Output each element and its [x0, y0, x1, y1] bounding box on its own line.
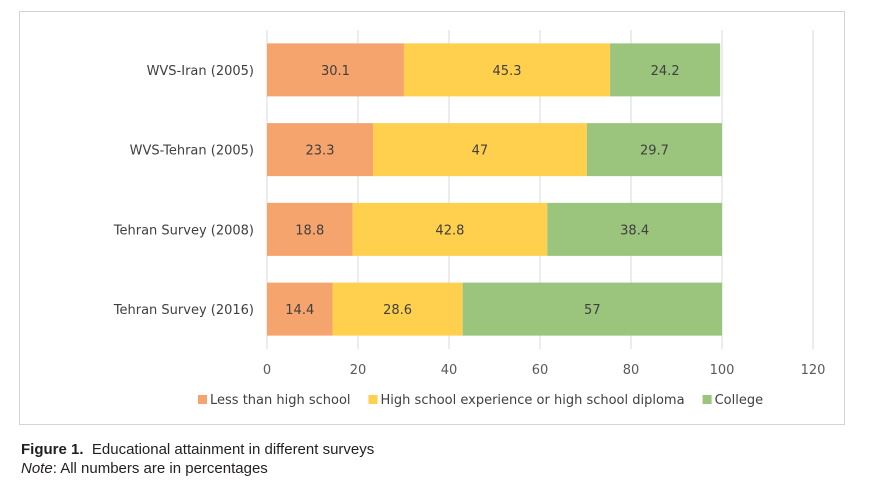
- note-text: : All numbers are in percentages: [52, 460, 268, 477]
- figure-caption: Figure 1. Educational attainment in diff…: [21, 441, 375, 458]
- data-label: 14.4: [285, 303, 314, 318]
- category-label: Tehran Survey (2008): [113, 223, 254, 238]
- legend-label: High school experience or high school di…: [381, 393, 685, 408]
- legend-label: Less than high school: [210, 393, 351, 408]
- x-tick-label: 40: [441, 363, 458, 378]
- bar-segment: [352, 202, 548, 256]
- bar-segment: [462, 282, 722, 336]
- data-label: 57: [584, 303, 601, 318]
- data-label: 30.1: [321, 64, 350, 79]
- legend-swatch: [198, 395, 207, 404]
- legend-label: College: [715, 393, 764, 408]
- data-label: 47: [472, 144, 489, 159]
- x-tick-label: 0: [263, 363, 271, 378]
- data-label: 28.6: [383, 303, 412, 318]
- legend-swatch: [702, 395, 712, 404]
- bar-segment: [610, 43, 721, 97]
- data-label: 18.8: [295, 223, 324, 238]
- x-tick-label: 20: [350, 363, 367, 378]
- x-tick-label: 100: [710, 363, 735, 378]
- bar-segment: [332, 282, 463, 336]
- x-tick-label: 60: [532, 363, 549, 378]
- data-label: 45.3: [493, 64, 522, 79]
- bar-segment: [267, 282, 333, 336]
- category-label: Tehran Survey (2016): [113, 303, 254, 318]
- figure-label: Figure 1: [21, 441, 80, 458]
- data-label: 42.8: [435, 223, 464, 238]
- figure-note: Note: All numbers are in percentages: [21, 460, 268, 477]
- data-label: 29.7: [640, 144, 669, 159]
- category-label: WVS-Iran (2005): [147, 64, 254, 79]
- stacked-bar-chart: 0 20 40 60 80 100 120 WVS-Iran (2005) 30.1 45.3 24…: [113, 30, 826, 408]
- bar-segment: [403, 43, 611, 97]
- category-label: WVS-Tehran (2005): [130, 144, 254, 159]
- bar-segment: [267, 43, 404, 97]
- bar-segment: [586, 123, 722, 177]
- bar-segment: [267, 123, 374, 177]
- figure-title: Educational attainment in different surv…: [91, 441, 375, 458]
- note-label: Note: [21, 460, 53, 477]
- x-tick-label: 80: [623, 363, 640, 378]
- bar-segment: [373, 123, 587, 177]
- bar-segment: [267, 202, 353, 256]
- bar-segment: [547, 202, 722, 256]
- data-label: 24.2: [651, 64, 680, 79]
- x-tick-label: 120: [801, 363, 826, 378]
- legend-swatch: [368, 395, 378, 404]
- data-label: 38.4: [620, 223, 649, 238]
- data-label: 23.3: [306, 144, 335, 159]
